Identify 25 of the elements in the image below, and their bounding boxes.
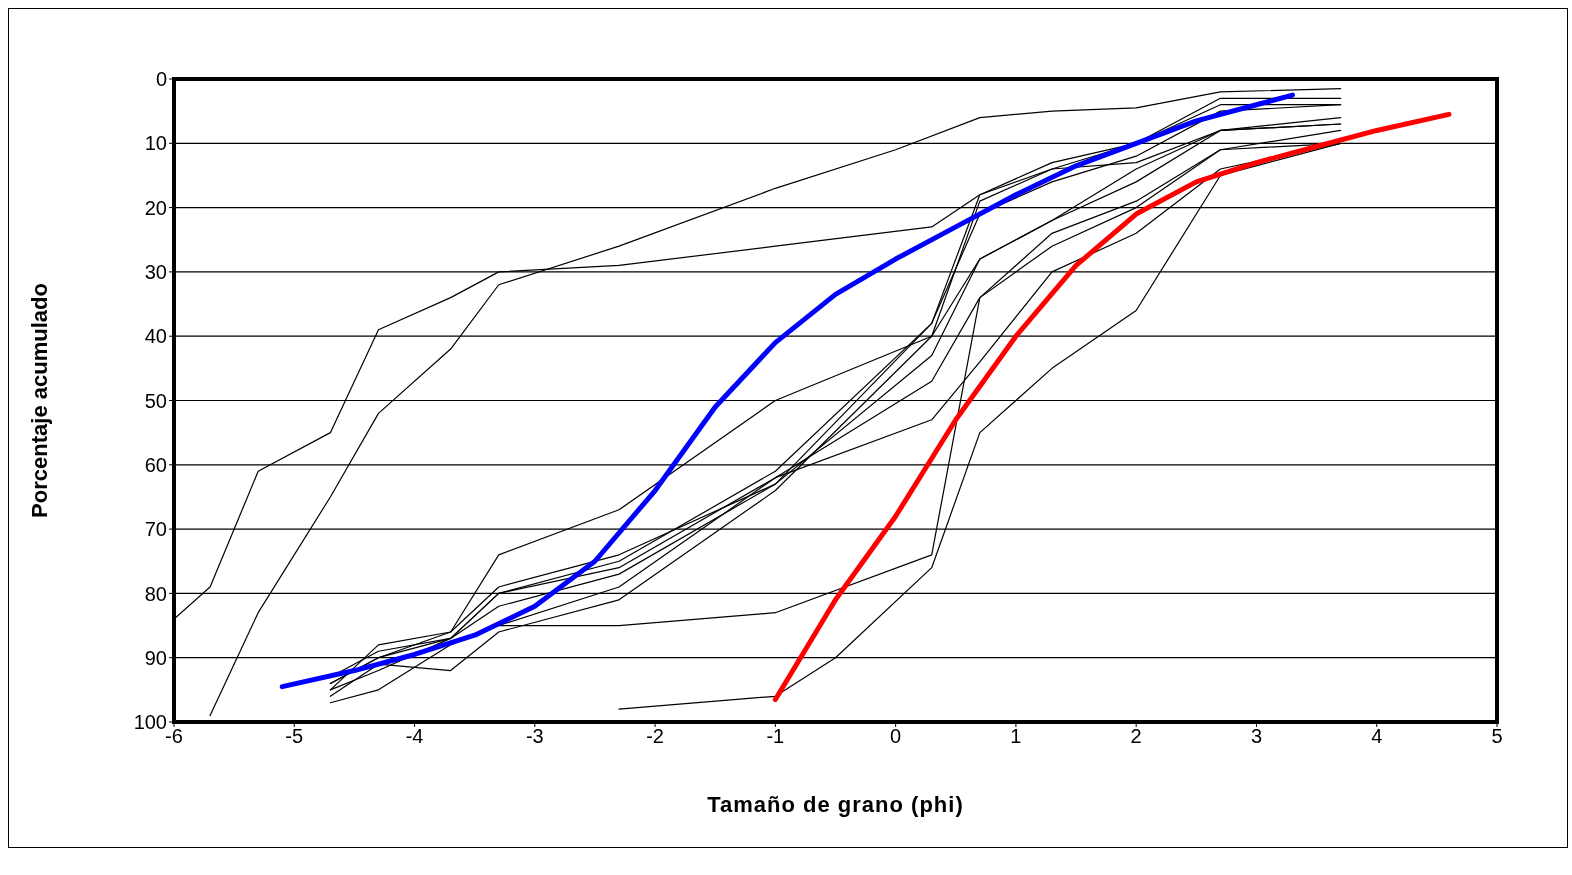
y-axis-title: Porcentaje acumulado: [26, 283, 52, 518]
x-axis-title: Tamaño de grano (phi): [707, 792, 964, 817]
x-tick-label: -3: [525, 725, 544, 748]
x-tick-label: 0: [890, 725, 902, 748]
x-tick-label: -6: [165, 725, 183, 748]
x-tick-label: -2: [646, 725, 664, 748]
x-tick-label: 3: [1250, 725, 1263, 748]
y-tick-label: 10: [144, 132, 167, 155]
y-tick-label: 0: [155, 68, 167, 91]
y-tick-label: 70: [144, 518, 167, 541]
x-tick-label: 5: [1491, 725, 1503, 748]
y-tick-label: 20: [144, 196, 167, 219]
y-tick-label: 60: [144, 453, 167, 476]
y-tick-label: 80: [144, 582, 167, 605]
y-tick-label: 50: [144, 389, 167, 412]
y-tick-label: 30: [144, 261, 167, 283]
x-tick-label: 2: [1130, 725, 1142, 748]
x-tick-label: 1: [1010, 725, 1022, 748]
x-tick-label: -1: [766, 725, 785, 748]
y-tick-label: 100: [133, 711, 167, 734]
y-tick-label: 90: [144, 646, 167, 669]
x-tick-label: -5: [285, 725, 304, 748]
y-tick-label: 40: [144, 325, 167, 348]
x-tick-label: -4: [405, 725, 424, 748]
x-tick-label: 4: [1371, 725, 1383, 748]
